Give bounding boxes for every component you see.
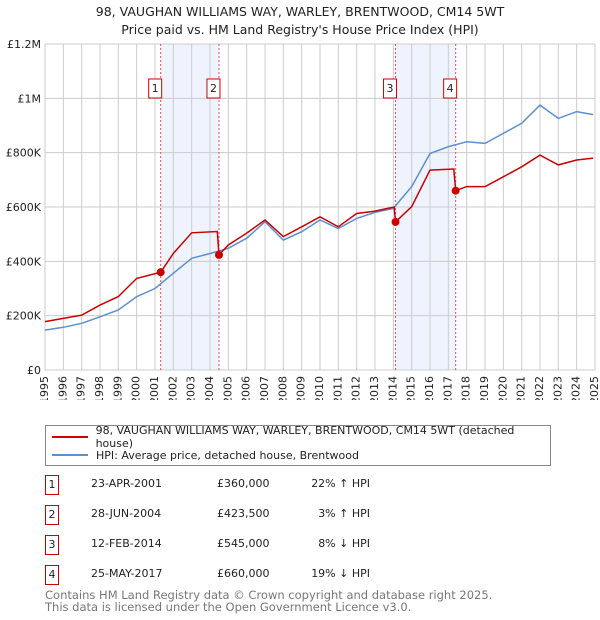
sale-point — [214, 250, 223, 259]
sale-marker-label: 1 — [152, 82, 159, 95]
sale-hpi-delta: 22% ↑ HPI — [311, 477, 370, 490]
x-tick-label: 2019 — [478, 376, 491, 400]
sale-number: 4 — [45, 565, 59, 585]
x-tick-label: 2005 — [221, 376, 234, 400]
x-tick-label: 2002 — [166, 376, 179, 400]
x-tick-label: 2023 — [551, 376, 564, 400]
x-tick-label: 1996 — [56, 376, 69, 400]
chart-subtitle: Price paid vs. HM Land Registry's House … — [121, 22, 479, 37]
sale-marker-box — [206, 78, 221, 99]
x-tick-label: 1998 — [93, 376, 106, 400]
sale-number: 3 — [45, 535, 59, 555]
x-tick-label: 2003 — [185, 376, 198, 400]
x-tick-label: 2020 — [496, 376, 509, 400]
x-tick-label: 2004 — [203, 376, 216, 400]
sale-date: 25-MAY-2017 — [91, 567, 163, 580]
x-tick-label: 2018 — [460, 376, 473, 400]
x-tick-label: 2006 — [240, 376, 253, 400]
x-tick-label: 1995 — [38, 376, 51, 400]
legend-label-hpi: HPI: Average price, detached house, Bren… — [96, 448, 359, 462]
x-tick-label: 2000 — [130, 376, 143, 400]
sale-number: 1 — [45, 475, 59, 495]
sales-table-row: 2 28-JUN-2004 £423,500 3% ↑ HPI — [45, 505, 445, 525]
sales-table-row: 3 12-FEB-2014 £545,000 8% ↓ HPI — [45, 535, 445, 555]
sale-price: £660,000 — [217, 567, 270, 580]
x-tick-label: 2013 — [368, 376, 381, 400]
property-price-line — [44, 154, 594, 323]
x-tick-label: 1999 — [111, 376, 124, 400]
sale-hpi-delta: 8% ↓ HPI — [318, 537, 370, 550]
legend: 98, VAUGHAN WILLIAMS WAY, WARLEY, BRENTW… — [45, 424, 551, 466]
price-chart: 1995 1996 1997 1998 1999 2000 2001 2002 2003 2004… — [6, 38, 600, 400]
sale-marker-label: 3 — [387, 82, 394, 95]
sale-marker-box — [383, 78, 398, 99]
legend-swatch-property — [52, 436, 88, 438]
footer-line1: Contains HM Land Registry data © Crown c… — [45, 588, 493, 602]
footer-line2: This data is licensed under the Open Gov… — [45, 600, 412, 614]
x-tick-label: 2024 — [570, 376, 583, 400]
sale-price: £545,000 — [217, 537, 270, 550]
x-tick-label: 2022 — [533, 376, 546, 400]
x-tick-label: 2012 — [350, 376, 363, 400]
sales-table-row: 4 25-MAY-2017 £660,000 19% ↓ HPI — [45, 565, 445, 585]
sale-price: £360,000 — [217, 477, 270, 490]
y-tick-label: £800K — [6, 147, 42, 160]
x-tick-label: 2009 — [295, 376, 308, 400]
plot-frame — [44, 43, 596, 371]
sale-date: 23-APR-2001 — [91, 477, 163, 490]
x-tick-label: 2015 — [405, 376, 418, 400]
sale-number: 2 — [45, 505, 59, 525]
sale-point — [391, 217, 400, 226]
x-tick-label: 2008 — [276, 376, 289, 400]
y-tick-label: £1.2M — [7, 38, 41, 51]
x-tick-label: 1997 — [75, 376, 88, 400]
x-tick-label: 2016 — [423, 376, 436, 400]
hpi-line — [44, 104, 594, 331]
legend-item-hpi: HPI: Average price, detached house, Bren… — [52, 447, 359, 463]
legend-label-property: 98, VAUGHAN WILLIAMS WAY, WARLEY, BRENTW… — [95, 424, 515, 450]
y-tick-label: £400K — [6, 255, 42, 268]
sale-point — [156, 268, 165, 277]
x-tick-label: 2021 — [515, 376, 528, 400]
y-tick-label: £1M — [18, 92, 42, 105]
x-tick-label: 2014 — [386, 376, 399, 400]
sale-marker-box — [443, 78, 458, 99]
sale-marker-label: 2 — [210, 82, 217, 95]
y-tick-label: £600K — [6, 201, 42, 214]
sale-date: 12-FEB-2014 — [91, 537, 162, 550]
x-tick-label: 2011 — [331, 376, 344, 400]
sale-point — [451, 186, 460, 195]
sale-hpi-delta: 3% ↑ HPI — [318, 507, 370, 520]
sale-price: £423,500 — [217, 507, 270, 520]
x-tick-label: 2001 — [148, 376, 161, 400]
y-tick-label: £0 — [27, 364, 41, 377]
chart-title: 98, VAUGHAN WILLIAMS WAY, WARLEY, BRENTW… — [95, 4, 505, 19]
sale-hpi-delta: 19% ↓ HPI — [311, 567, 370, 580]
x-tick-label: 2025 — [588, 376, 600, 400]
legend-swatch-hpi — [52, 454, 88, 456]
sale-date: 28-JUN-2004 — [91, 507, 162, 520]
y-tick-label: £200K — [6, 310, 42, 323]
x-tick-label: 2017 — [441, 376, 454, 400]
sale-marker-label: 4 — [447, 82, 454, 95]
x-tick-label: 2007 — [258, 376, 271, 400]
x-tick-label: 2010 — [313, 376, 326, 400]
sales-table-row: 1 23-APR-2001 £360,000 22% ↑ HPI — [45, 475, 445, 495]
legend-item-property: 98, VAUGHAN WILLIAMS WAY, WARLEY, BRENTW… — [52, 424, 550, 450]
sale-marker-box — [148, 78, 163, 99]
